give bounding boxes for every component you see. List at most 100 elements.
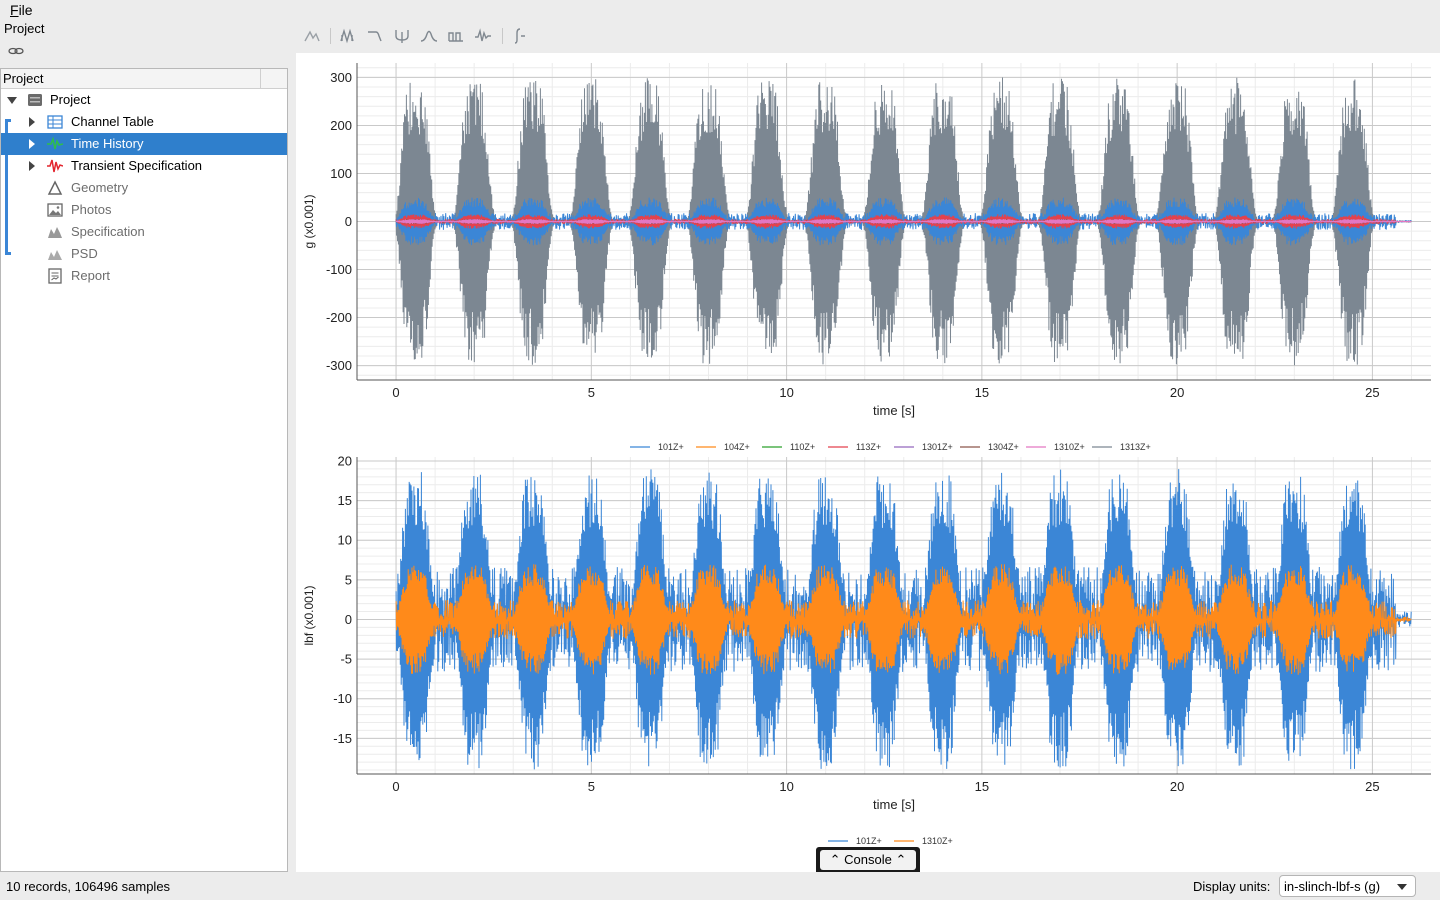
x-tick-label: 25 [1365,385,1379,400]
chevron-right-icon[interactable] [29,117,35,127]
y-tick-label: -15 [333,731,352,746]
status-bar: 10 records, 106496 samples Display units… [0,872,1440,900]
y-tick-label: 200 [330,118,352,133]
tree-item-transient-specification[interactable]: Transient Specification [1,155,287,177]
legend-label: 1301Z+ [922,442,953,452]
time-history-icon [47,136,63,150]
y-tick-label: 0 [345,612,352,627]
console-button[interactable]: ⌃ Console ⌃ [820,850,916,870]
chevron-down-icon [1397,884,1407,890]
specification-icon [48,227,62,238]
x-tick-label: 10 [779,385,793,400]
tree-item-report[interactable]: Report [1,265,287,287]
tree-item-specification[interactable]: Specification [1,221,287,243]
tree-item-label: Transient Specification [71,158,203,173]
tree-item-label: Time History [71,136,144,151]
tree-item-psd[interactable]: PSD [1,243,287,265]
plot-area[interactable]: 0 5 10 15 20 25 300 200 100 0 -100 -200 -300 time [s]… [296,53,1440,872]
toolbar-separator [502,28,503,44]
project-panel-title: Project [4,21,45,36]
tree-item-geometry[interactable]: Geometry [1,177,287,199]
tree-header-label: Project [3,71,44,86]
x-tick-label: 15 [975,779,989,794]
x-axis-label: time [s] [873,797,915,812]
integral-icon[interactable] [510,26,530,46]
wavelet-icon[interactable] [473,26,493,46]
bump-icon[interactable] [419,26,439,46]
notch-filter-icon[interactable] [392,26,412,46]
legend-label: 113Z+ [856,442,881,452]
lowpass-filter-icon[interactable] [365,26,385,46]
tree-item-label: PSD [71,246,98,261]
peak-tool-icon[interactable] [302,26,322,46]
transient-icon [47,159,63,173]
legend-label: 1310Z+ [922,836,953,846]
console-toggle[interactable]: ⌃ Console ⌃ [816,847,920,872]
y-tick-label: -10 [333,691,352,706]
display-units-select[interactable]: in-slinch-lbf-s (g) [1279,875,1416,897]
photos-icon [47,203,63,217]
y-tick-label: -200 [326,310,352,325]
toolbar-separator [330,28,331,44]
chevron-right-icon[interactable] [29,139,35,149]
y-tick-label: 15 [338,493,352,508]
x-tick-label: 5 [588,779,595,794]
x-tick-label: 20 [1170,385,1184,400]
double-peak-icon[interactable] [446,26,466,46]
chevron-down-icon[interactable] [7,97,17,104]
project-icon [28,94,42,106]
tree-item-project[interactable]: Project [1,89,287,111]
display-units-label: Display units: [1193,879,1271,894]
legend-label: 1313Z+ [1120,442,1151,452]
tree-item-label: Channel Table [71,114,154,129]
legend-label: 104Z+ [724,442,750,452]
table-icon [47,115,63,129]
menu-bar: File [0,0,1440,20]
x-tick-label: 15 [975,385,989,400]
tree-item-channel-table[interactable]: Channel Table [1,111,287,133]
legend-label: 101Z+ [856,836,882,846]
legend-label: 1304Z+ [988,442,1019,452]
geometry-icon [47,180,63,195]
chart-1: 0 5 10 15 20 25 300 200 100 0 -100 -200 -300 time [s]… [302,63,1431,452]
display-units-value: in-slinch-lbf-s (g) [1284,879,1381,894]
tree-header[interactable]: Project [1,69,287,89]
y-axis-label: g (x0.001) [302,194,316,248]
x-tick-label: 0 [392,385,399,400]
chevron-up-icon: ⌃ [895,852,907,867]
y-tick-label: 300 [330,70,352,85]
tree-item-label: Report [71,268,111,283]
multi-peak-icon[interactable] [338,26,358,46]
series-line-101Z+ [395,469,1412,770]
x-tick-label: 10 [779,779,793,794]
column-divider[interactable] [260,69,261,88]
y-axis-label: lbf (x0.001) [302,585,316,645]
legend-label: 1310Z+ [1054,442,1085,452]
series-line-1310Z+ [395,564,1412,675]
y-tick-label: -5 [340,652,352,667]
y-tick-label: -100 [326,262,352,277]
tree-item-time-history[interactable]: Time History [1,133,287,155]
legend-label: 110Z+ [790,442,815,452]
y-tick-label: 10 [338,533,352,548]
tree-item-photos[interactable]: Photos [1,199,287,221]
tree-item-label: Specification [71,224,145,239]
menu-file[interactable]: File [10,2,33,18]
x-tick-label: 25 [1365,779,1379,794]
y-tick-label: 5 [345,572,352,587]
tree-group-bracket [5,119,11,255]
status-text: 10 records, 106496 samples [6,879,171,894]
tree-item-label: Geometry [71,180,129,195]
series-line-1310Z+ [395,219,1412,224]
chevron-right-icon[interactable] [29,161,35,171]
tree-item-label: Photos [71,202,112,217]
project-tree-panel: Project Project Channel Table Time Histo… [0,68,288,872]
link-icon[interactable] [8,45,24,57]
legend-label: 101Z+ [658,442,684,452]
y-tick-label: -300 [326,358,352,373]
console-label: Console [844,852,892,867]
psd-icon [48,250,62,260]
chart-2: 0 5 10 15 20 25 20 15 10 5 0 -5 -10 -15 time [s] lbf (x… [302,453,1431,846]
y-tick-label: 0 [345,214,352,229]
